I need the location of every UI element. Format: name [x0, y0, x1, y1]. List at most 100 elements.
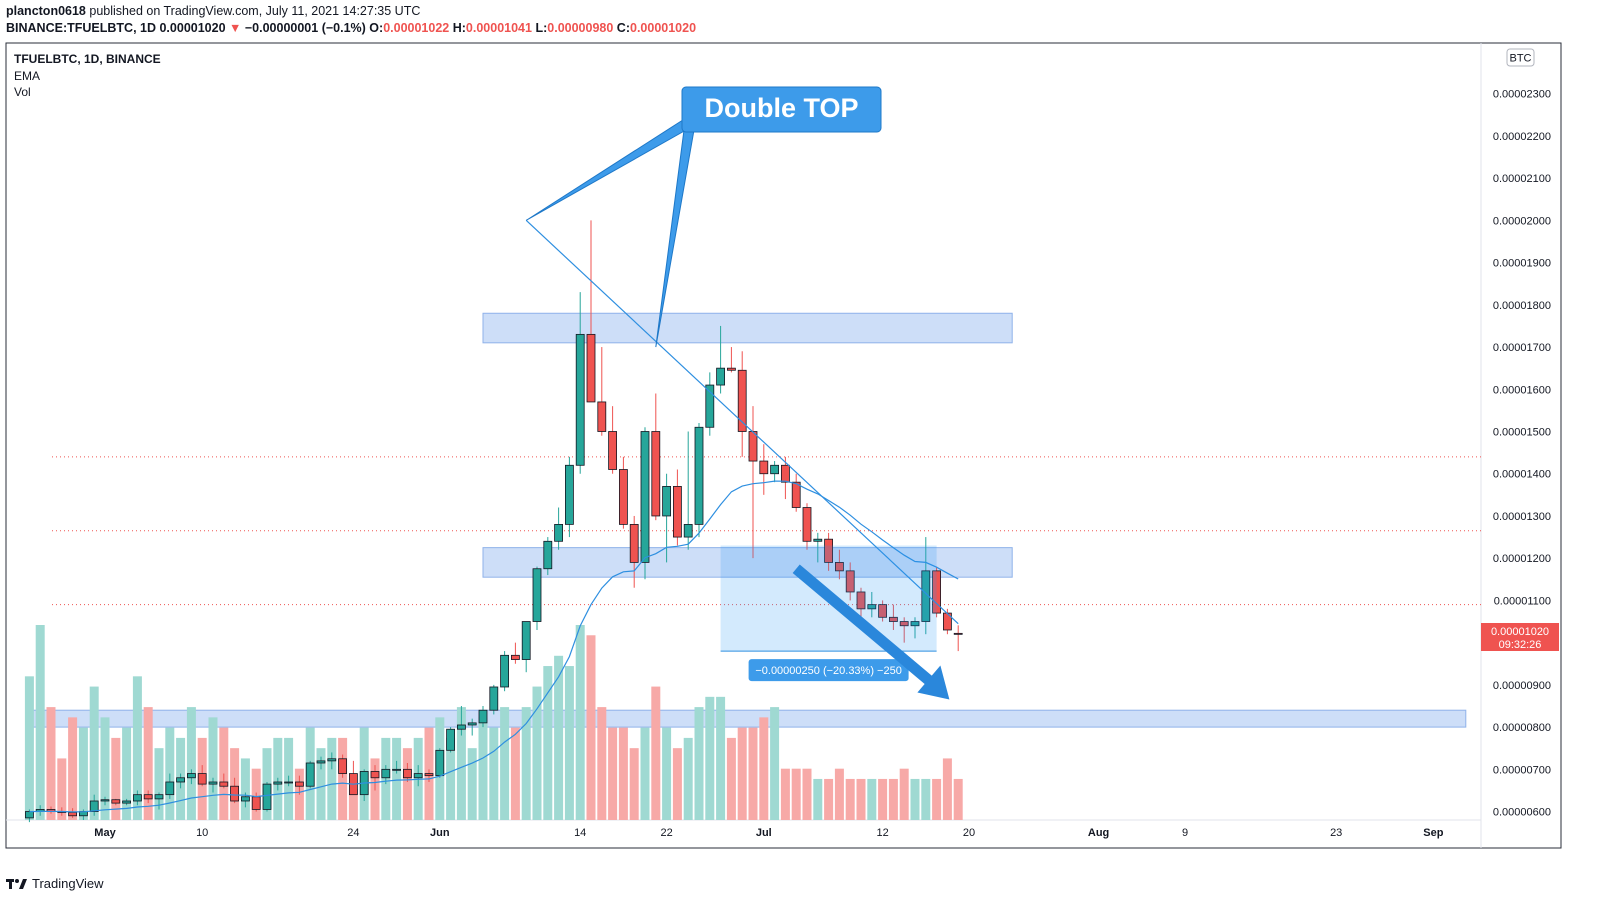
candle-body: [608, 431, 617, 470]
last-price-value: 0.00001020: [1491, 626, 1549, 638]
volume-bar: [770, 707, 780, 820]
candle-body: [521, 621, 531, 660]
close-label: C:: [616, 21, 630, 35]
candle-body: [186, 773, 196, 779]
candle-body: [889, 616, 898, 622]
volume-bar: [532, 686, 542, 820]
volume-bar: [78, 727, 88, 820]
candle-body: [619, 469, 628, 525]
y-tick-label: 0.00000800: [1493, 722, 1551, 734]
high-value: 0.00001041: [465, 21, 532, 35]
time-axis[interactable]: May 10 24 Jun 14 22 Jul 12 20 Aug 9 23 Sep: [94, 827, 1443, 839]
y-tick-label: 0.00001100: [1494, 595, 1551, 607]
volume-bar: [748, 727, 758, 820]
candle-body: [370, 771, 380, 779]
legend-vol[interactable]: Vol: [14, 85, 31, 99]
candle-body: [554, 524, 563, 542]
volume-bar: [338, 737, 348, 820]
last-price-box: [1481, 623, 1559, 651]
close-value: 0.00001020: [630, 21, 697, 35]
candle-body: [802, 507, 812, 542]
y-tick-label: 0.00001900: [1493, 258, 1551, 270]
candle-body: [791, 481, 801, 508]
candle-body: [683, 524, 693, 538]
volume-bar: [478, 717, 488, 820]
volume-bar: [57, 758, 67, 820]
volume-bar: [467, 748, 477, 820]
volume-bar: [608, 727, 618, 820]
volume-bar: [24, 676, 34, 820]
last-price: 0.00001020: [159, 21, 226, 35]
volume-bar: [100, 717, 110, 820]
legend-ema[interactable]: EMA: [14, 69, 40, 83]
low-label: L:: [535, 21, 548, 35]
candle-body: [532, 568, 542, 622]
footer-brand[interactable]: TradingView: [32, 876, 104, 891]
volume-bar: [446, 737, 456, 820]
candle-body: [413, 773, 423, 779]
x-tick-label: Jul: [756, 827, 772, 839]
y-tick-label: 0.00002100: [1493, 173, 1551, 185]
volume-bar: [834, 768, 844, 820]
volume-bar: [953, 778, 963, 820]
volume-bar: [186, 707, 196, 820]
x-tick-label: Aug: [1088, 827, 1109, 839]
candle-body: [510, 654, 520, 660]
volume-bar: [489, 727, 499, 820]
chart-frame: [5, 42, 1562, 849]
volume-bar: [845, 778, 855, 820]
candle-body: [727, 367, 736, 371]
y-tick-label: 0.00000600: [1493, 807, 1551, 819]
candle-body: [284, 781, 294, 784]
price-axis[interactable]: 0.00000600 0.00000700 0.00000800 0.00000900…: [1493, 89, 1551, 819]
volume-bar: [716, 696, 726, 820]
volume-bar: [586, 635, 596, 820]
candle-body: [845, 570, 855, 593]
volume-bar: [208, 717, 218, 820]
volume-bar: [132, 676, 142, 820]
price-change: −0.00000001 (−0.1%): [244, 21, 366, 35]
candle-body: [910, 621, 920, 627]
last-price-label: 0.00001020 09:32:26: [1481, 623, 1559, 651]
volume-bar: [392, 737, 402, 820]
candle-body: [748, 431, 758, 462]
candle-body: [262, 783, 272, 810]
volume-bar: [327, 737, 337, 820]
candle-body: [597, 401, 607, 432]
ema-line: [29, 480, 959, 813]
volume-bar: [68, 717, 78, 820]
volume-bar: [500, 707, 510, 820]
candle-body: [737, 369, 747, 432]
x-tick-label: Jun: [430, 827, 450, 839]
x-tick-label: 14: [574, 827, 586, 839]
candle-body: [467, 722, 477, 726]
x-tick-label: 23: [1330, 827, 1342, 839]
candle-body: [921, 570, 931, 622]
zones-layer: [28, 312, 1467, 728]
y-tick-label: 0.00001700: [1493, 342, 1551, 354]
candle-body: [629, 524, 639, 563]
volume-bar: [802, 768, 812, 820]
candle-body: [456, 724, 466, 730]
volume-bar: [726, 737, 736, 820]
candle-body: [856, 591, 866, 610]
volume-bar: [813, 778, 823, 820]
volume-bar: [618, 727, 628, 820]
volume-bar: [46, 707, 56, 820]
volume-bar: [780, 768, 790, 820]
x-tick-label: 24: [347, 827, 359, 839]
volume-bar: [759, 717, 769, 820]
candle-body: [586, 333, 596, 403]
candle-body: [673, 485, 682, 538]
volume-bar: [672, 748, 682, 820]
measure-label: −0.00000250 (−20.33%) −250: [755, 665, 902, 677]
publisher-name[interactable]: plancton0618: [6, 4, 86, 18]
candle-body: [294, 781, 304, 787]
candle-body: [932, 570, 941, 614]
y-tick-label: 0.00001400: [1493, 469, 1551, 481]
volume-bar: [521, 707, 531, 820]
candle-body: [208, 781, 218, 785]
zone-0: [482, 312, 1013, 344]
symbol-label: BINANCE:TFUELBTC, 1D: [6, 21, 156, 35]
